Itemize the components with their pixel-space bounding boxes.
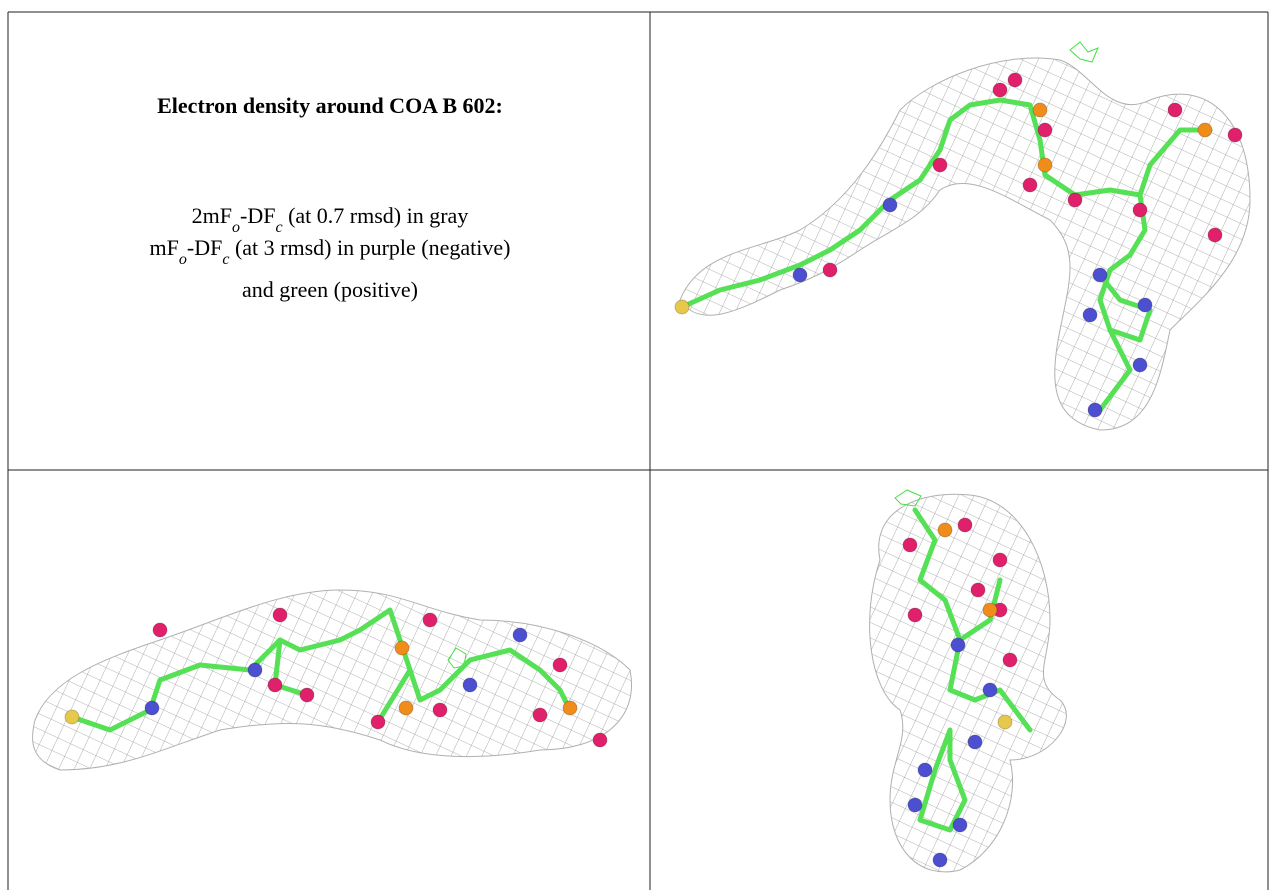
molecule-view: [33, 590, 632, 770]
page: Electron density around COA B 602: 2mFo-…: [0, 0, 1276, 890]
atom: [1133, 203, 1147, 217]
atom: [371, 715, 385, 729]
caption-line: mFo-DFc (at 3 rmsd) in purple (negative): [150, 235, 511, 268]
atom: [968, 735, 982, 749]
atom: [1133, 358, 1147, 372]
density-mesh: [680, 58, 1250, 430]
molecule-view: [870, 490, 1067, 872]
atom: [675, 300, 689, 314]
atom: [399, 701, 413, 715]
atom: [1168, 103, 1182, 117]
atom: [593, 733, 607, 747]
atom: [153, 623, 167, 637]
atom: [933, 158, 947, 172]
subscript: c: [222, 251, 229, 268]
subscript: o: [179, 251, 187, 268]
atom: [563, 701, 577, 715]
atom: [938, 523, 952, 537]
positive-density: [1070, 42, 1098, 62]
atom: [1033, 103, 1047, 117]
caption-text: -DF: [187, 235, 222, 260]
caption-text: 2mF: [192, 203, 232, 228]
atom: [395, 641, 409, 655]
molecule-view: [675, 42, 1250, 430]
atom: [993, 83, 1007, 97]
atom: [1198, 123, 1212, 137]
atom: [423, 613, 437, 627]
atom: [533, 708, 547, 722]
atom: [793, 268, 807, 282]
caption-text: mF: [150, 235, 179, 260]
atom: [951, 638, 965, 652]
atom: [1003, 653, 1017, 667]
atom: [983, 603, 997, 617]
atom: [998, 715, 1012, 729]
atom: [1023, 178, 1037, 192]
atom: [823, 263, 837, 277]
caption-title: Electron density around COA B 602:: [157, 93, 503, 118]
atom: [1068, 193, 1082, 207]
atom: [1038, 123, 1052, 137]
caption-text: -DF: [240, 203, 275, 228]
subscript: c: [275, 219, 282, 236]
atom: [918, 763, 932, 777]
atom: [958, 518, 972, 532]
caption-text: and green (positive): [242, 277, 418, 302]
atom: [65, 710, 79, 724]
atom: [248, 663, 262, 677]
atom: [1088, 403, 1102, 417]
caption-line: 2mFo-DFc (at 0.7 rmsd) in gray: [192, 203, 469, 236]
atom: [1228, 128, 1242, 142]
subscript: o: [232, 219, 240, 236]
density-mesh: [33, 590, 632, 770]
atom: [268, 678, 282, 692]
atom: [463, 678, 477, 692]
molecule-renderings: [33, 42, 1250, 872]
atom: [1008, 73, 1022, 87]
atom: [903, 538, 917, 552]
atom: [553, 658, 567, 672]
atom: [300, 688, 314, 702]
atom: [1093, 268, 1107, 282]
atom: [1138, 298, 1152, 312]
atom: [1038, 158, 1052, 172]
atom: [933, 853, 947, 867]
atom: [908, 608, 922, 622]
atom: [273, 608, 287, 622]
caption-text: (at 0.7 rmsd) in gray: [283, 203, 469, 228]
atom: [513, 628, 527, 642]
atom: [433, 703, 447, 717]
atom: [953, 818, 967, 832]
atom: [983, 683, 997, 697]
caption-line: and green (positive): [242, 277, 418, 302]
density-mesh: [870, 494, 1067, 872]
atom: [1083, 308, 1097, 322]
atom: [993, 553, 1007, 567]
atom: [971, 583, 985, 597]
atom: [1208, 228, 1222, 242]
atom: [145, 701, 159, 715]
atom: [883, 198, 897, 212]
atom: [908, 798, 922, 812]
caption-text: (at 3 rmsd) in purple (negative): [229, 235, 510, 260]
